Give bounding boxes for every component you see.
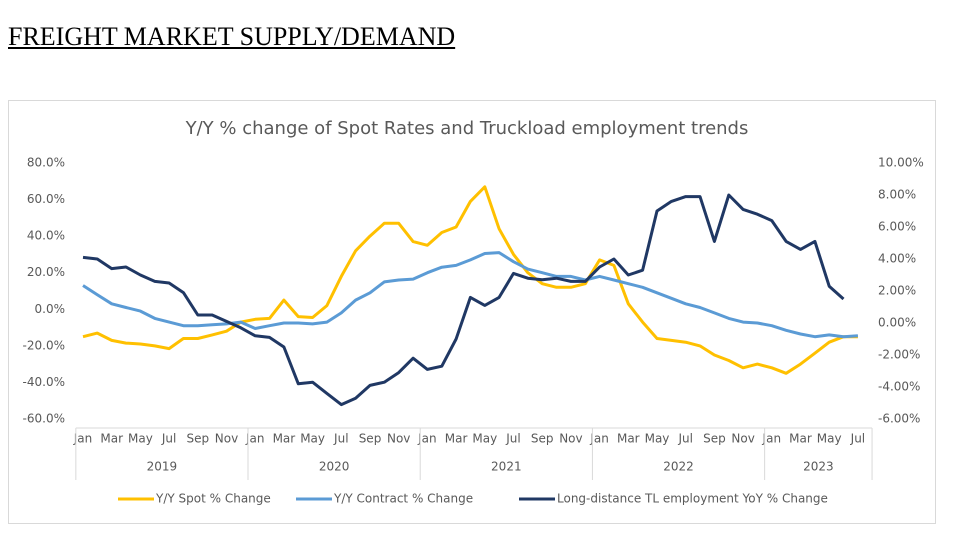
x-tick-label: Jan: [245, 432, 265, 446]
y-tick-label: 60.0%: [27, 192, 65, 206]
page-heading: FREIGHT MARKET SUPPLY/DEMAND: [8, 22, 456, 51]
chart-frame: [8, 100, 936, 524]
x-tick-label: Jul: [161, 432, 176, 446]
series-line: [82, 185, 858, 375]
y2-tick-label: 6.00%: [878, 220, 916, 234]
series-line: [82, 251, 858, 339]
y-tick-label: 20.0%: [27, 265, 65, 279]
x-tick-label: Sep: [703, 432, 726, 446]
x-tick-label: Sep: [531, 432, 554, 446]
y2-tick-label: 8.00%: [878, 188, 916, 202]
y2-tick-label: 4.00%: [878, 252, 916, 266]
x-tick-label: May: [645, 432, 670, 446]
x-tick-label: Jan: [73, 432, 93, 446]
x-tick-label: Nov: [215, 432, 238, 446]
x-tick-label: Jul: [850, 432, 865, 446]
y-tick-label: 0.0%: [35, 302, 66, 316]
y2-tick-label: 0.00%: [878, 316, 916, 330]
legend-label: Y/Y Contract % Change: [333, 492, 473, 506]
legend-label: Y/Y Spot % Change: [155, 492, 271, 506]
x-tick-label: Sep: [186, 432, 209, 446]
y-tick-label: 40.0%: [27, 229, 65, 243]
x-tick-label: May: [128, 432, 153, 446]
year-label: 2020: [319, 460, 350, 474]
x-tick-label: Mar: [789, 432, 812, 446]
x-tick-label: Sep: [359, 432, 382, 446]
x-tick-label: Jul: [677, 432, 692, 446]
y2-tick-label: -2.00%: [878, 348, 920, 362]
x-tick-label: May: [817, 432, 842, 446]
year-label: 2023: [803, 460, 834, 474]
y-tick-label: -20.0%: [23, 338, 65, 352]
x-tick-label: Jan: [589, 432, 609, 446]
y2-tick-label: -6.00%: [878, 412, 920, 426]
x-tick-label: Nov: [731, 432, 754, 446]
series-line: [82, 193, 845, 407]
chart-title: Y/Y % change of Spot Rates and Truckload…: [185, 118, 749, 139]
y2-tick-label: 10.00%: [878, 156, 924, 170]
y-tick-label: 80.0%: [27, 156, 65, 170]
y2-tick-label: -4.00%: [878, 380, 920, 394]
x-tick-label: Mar: [100, 432, 123, 446]
legend-label: Long-distance TL employment YoY % Change: [557, 492, 828, 506]
year-label: 2021: [491, 460, 522, 474]
y2-tick-label: 2.00%: [878, 284, 916, 298]
x-tick-label: Mar: [273, 432, 296, 446]
x-tick-label: Nov: [559, 432, 582, 446]
x-tick-label: Jul: [505, 432, 520, 446]
y-tick-label: -60.0%: [23, 412, 65, 426]
year-label: 2022: [663, 460, 694, 474]
x-tick-label: Mar: [617, 432, 640, 446]
x-tick-label: Jan: [417, 432, 437, 446]
x-tick-label: Nov: [387, 432, 410, 446]
x-tick-label: Jan: [762, 432, 782, 446]
x-tick-label: May: [472, 432, 497, 446]
x-tick-label: May: [300, 432, 325, 446]
y-tick-label: -40.0%: [23, 375, 65, 389]
x-tick-label: Mar: [445, 432, 468, 446]
year-label: 2019: [147, 460, 178, 474]
x-tick-label: Jul: [333, 432, 348, 446]
